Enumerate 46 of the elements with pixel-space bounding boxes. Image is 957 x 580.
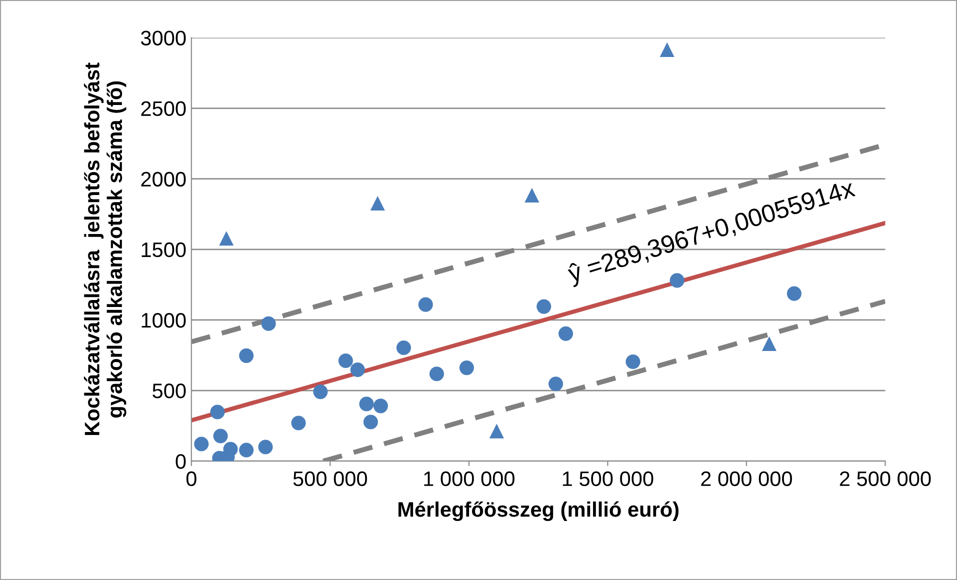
y-tick-label: 3000 [140,30,186,46]
point [524,188,540,202]
y-tick-label: 1000 [142,312,186,328]
point [210,404,225,420]
point [219,231,234,246]
point [370,196,385,211]
point [459,360,474,376]
y-axis-title: Kockázatvállalásra jelentős befolyást gyakorló alkalamzottak száma (fő) [84,62,126,435]
point [213,428,228,444]
point [418,297,433,312]
point [258,440,273,454]
point [363,414,378,430]
point [762,336,776,351]
x-tick-label: 2 000 000 [701,471,792,486]
point [489,424,504,438]
point [670,273,684,288]
y-tick-label: 500 [152,384,186,398]
y-tick-label: 0 [176,454,186,469]
point [239,348,254,363]
y-tick-label: 1500 [142,242,186,258]
point [429,366,444,382]
point [786,286,802,301]
x-axis-title: Mérlegfőösszeg (millió euró) [398,501,679,522]
point [626,354,640,370]
y-tick-label: 2000 [141,172,186,187]
point [396,340,411,356]
x-tick-label: 1 000 000 [424,471,514,486]
point [194,436,209,452]
x-tick-label: 2 500 000 [840,471,931,486]
x-tick-label: 1 500 000 [562,471,654,486]
point [359,396,374,412]
point [558,326,574,341]
point [261,316,276,331]
x-tick-label: 500 000 [293,471,368,486]
point [660,42,674,57]
x-tick-label: 0 [186,471,196,486]
point [313,384,328,400]
point [239,442,254,458]
y-tick-label: 2500 [141,101,186,116]
point [223,442,238,456]
point [350,362,365,378]
point [548,376,564,392]
point [338,353,353,368]
point [373,398,388,414]
point [291,416,306,430]
point [536,299,552,314]
